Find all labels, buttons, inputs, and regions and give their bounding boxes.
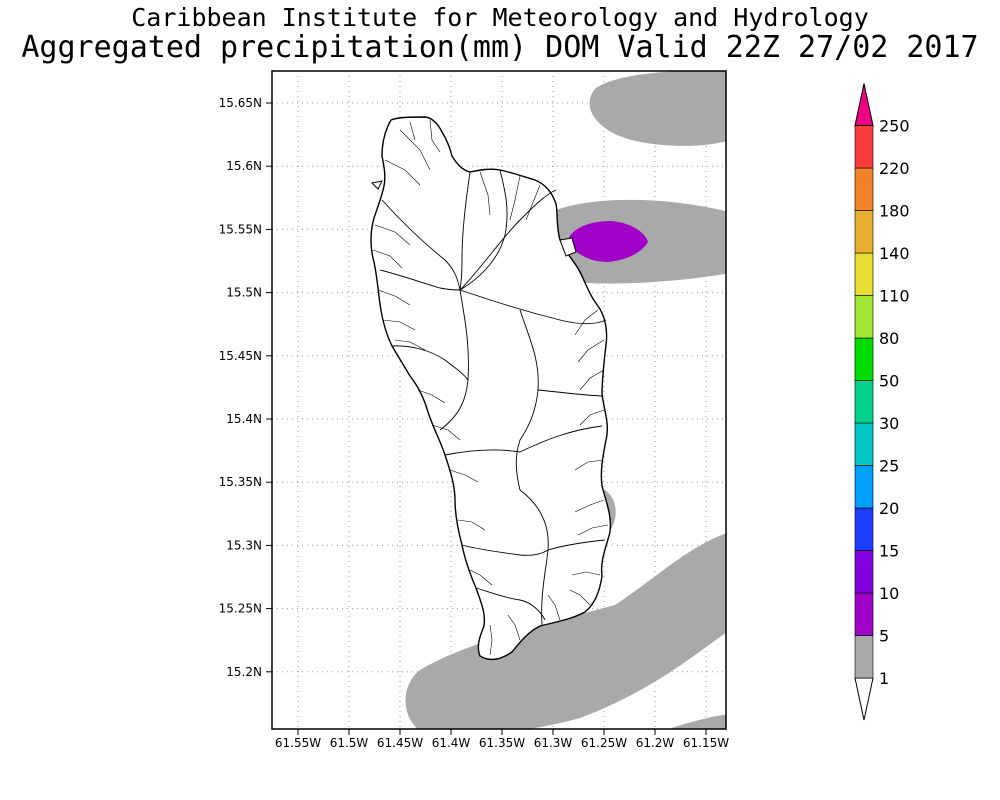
colorbar-segment	[854, 635, 874, 679]
lon-tick-label: 61.3W	[534, 736, 573, 750]
colorbar-level-label: 1	[879, 669, 889, 688]
lat-tick-label: 15.35N	[219, 475, 262, 489]
lat-tick-label: 15.65N	[219, 96, 262, 110]
lat-tick-label: 15.2N	[226, 665, 262, 679]
chart-title-block: Caribbean Institute for Meteorology and …	[0, 4, 1000, 64]
lon-tick-label: 61.15W	[683, 736, 729, 750]
colorbar-level-label: 110	[879, 287, 910, 306]
colorbar-segment	[854, 295, 874, 339]
parish-boundaries	[379, 169, 607, 626]
lat-tick-label: 15.3N	[226, 538, 262, 552]
lat-tick-label: 15.45N	[219, 349, 262, 363]
colorbar-level-label: 140	[879, 244, 910, 263]
colorbar-segment	[854, 422, 874, 466]
lon-tick-label: 61.35W	[479, 736, 525, 750]
colorbar-segment	[854, 465, 874, 509]
lon-tick-label: 61.45W	[377, 736, 423, 750]
colorbar-level-label: 250	[879, 117, 910, 136]
colorbar-segment	[854, 507, 874, 551]
island-outline	[370, 116, 612, 661]
colorbar-segment	[854, 550, 874, 594]
river-network	[372, 119, 609, 656]
lon-tick-label: 61.25W	[581, 736, 627, 750]
colorbar-segment	[854, 252, 874, 296]
colorbar-segment	[854, 592, 874, 636]
precip-area-south-band	[405, 533, 726, 729]
precip-area-southeast-corner	[668, 714, 726, 729]
colorbar-level-label: 5	[879, 627, 889, 646]
lat-tick-label: 15.25N	[219, 602, 262, 616]
colorbar-segment	[854, 337, 874, 381]
lat-tick-label: 15.5N	[226, 286, 262, 300]
colorbar-segment	[854, 210, 874, 254]
colorbar-level-label: 180	[879, 202, 910, 221]
precip-area-northeast-top	[589, 71, 726, 146]
lat-tick-label: 15.4N	[226, 412, 262, 426]
colorbar-level-label: 15	[879, 542, 899, 561]
colorbar-level-label: 80	[879, 329, 899, 348]
product-title: Aggregated precipitation(mm) DOM Valid 2…	[21, 30, 979, 65]
lon-tick-label: 61.55W	[275, 736, 321, 750]
colorbar-level-label: 20	[879, 499, 899, 518]
colorbar-level-label: 25	[879, 457, 899, 476]
colorbar-level-label: 220	[879, 159, 910, 178]
institute-title: Caribbean Institute for Meteorology and …	[131, 3, 869, 32]
colorbar-segment	[854, 380, 874, 424]
dominica-island	[370, 116, 612, 661]
lon-tick-label: 61.5W	[330, 736, 369, 750]
lon-tick-label: 61.4W	[432, 736, 471, 750]
colorbar-level-label: 10	[879, 584, 899, 603]
precip-area-purple	[568, 221, 648, 262]
colorbar-level-label: 30	[879, 414, 899, 433]
colorbar-low-arrow	[854, 677, 874, 721]
colorbar-high-arrow	[854, 83, 874, 126]
map-gridlines	[272, 71, 726, 729]
lat-tick-label: 15.55N	[219, 222, 262, 236]
map-frame	[271, 70, 727, 730]
island-coast-detail	[370, 180, 577, 257]
lat-tick-label: 15.6N	[226, 159, 262, 173]
colorbar-level-label: 50	[879, 372, 899, 391]
lon-tick-label: 61.2W	[636, 736, 675, 750]
colorbar-segment	[854, 167, 874, 211]
colorbar-segment	[854, 125, 874, 169]
map-axis-labels: 15.65N 15.6N 15.55N 15.5N 15.45N 15.4N 15.35N 1…	[219, 96, 730, 750]
